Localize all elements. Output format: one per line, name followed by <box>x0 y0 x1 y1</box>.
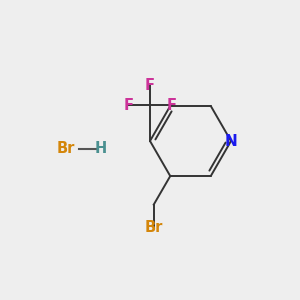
Text: F: F <box>167 98 177 112</box>
Text: Br: Br <box>57 141 75 156</box>
Text: H: H <box>94 141 106 156</box>
Text: F: F <box>123 98 134 112</box>
Text: Br: Br <box>145 220 163 235</box>
Text: F: F <box>145 78 155 93</box>
Text: N: N <box>225 134 237 148</box>
